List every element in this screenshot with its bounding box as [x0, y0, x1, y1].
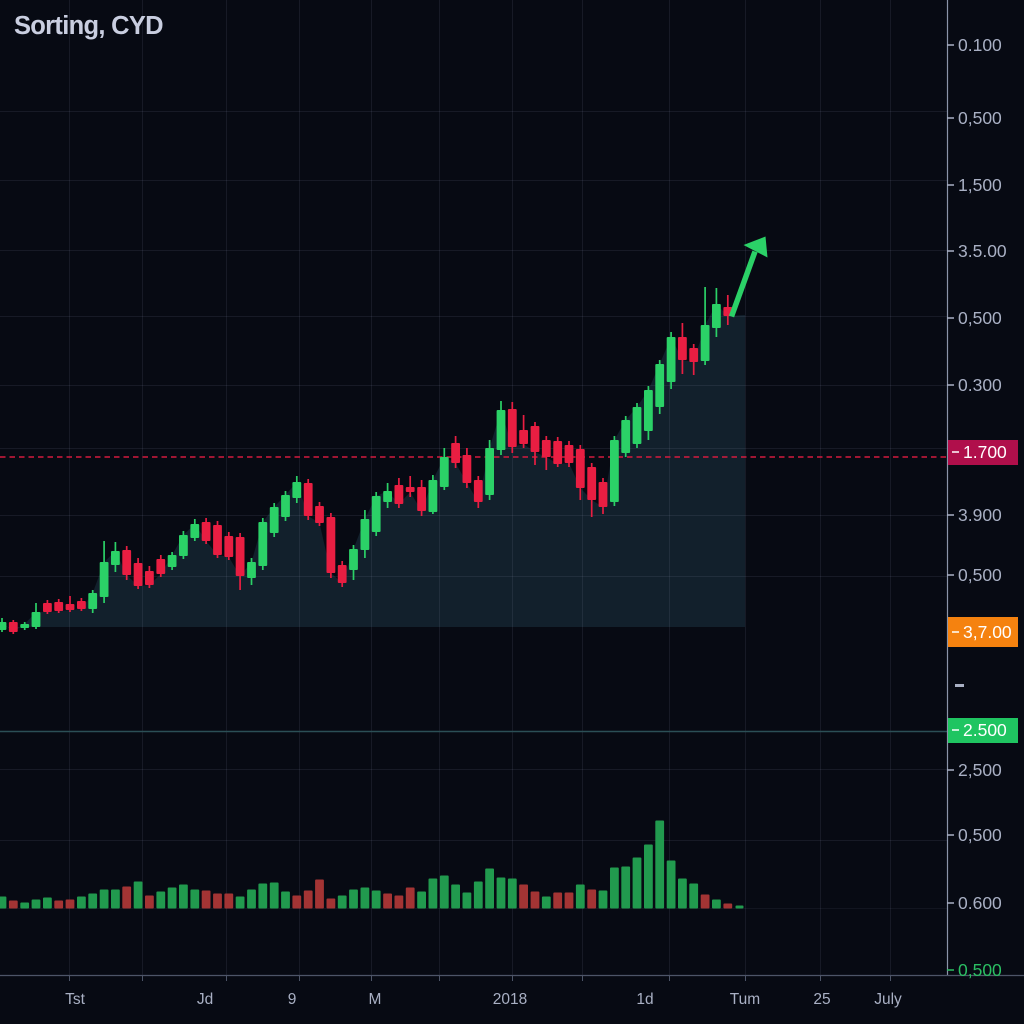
svg-text:0,500: 0,500 [958, 308, 1002, 328]
svg-text:3,7.00: 3,7.00 [963, 622, 1012, 642]
svg-text:2018: 2018 [493, 991, 527, 1008]
svg-text:Sorting, CYD: Sorting, CYD [14, 12, 163, 40]
svg-text:1,500: 1,500 [958, 175, 1002, 195]
svg-text:Jd: Jd [197, 991, 213, 1008]
svg-text:Tum: Tum [730, 991, 760, 1008]
svg-text:9: 9 [288, 991, 297, 1008]
svg-text:0,500: 0,500 [958, 565, 1002, 585]
svg-text:3.5.00: 3.5.00 [958, 241, 1007, 261]
svg-text:0,500: 0,500 [958, 108, 1002, 128]
svg-text:0,500: 0,500 [958, 960, 1002, 980]
svg-text:0,500: 0,500 [958, 825, 1002, 845]
svg-text:July: July [874, 991, 902, 1008]
svg-text:3.900: 3.900 [958, 505, 1002, 525]
svg-text:0.300: 0.300 [958, 375, 1002, 395]
svg-text:2,500: 2,500 [958, 760, 1002, 780]
svg-text:Tst: Tst [65, 991, 86, 1008]
svg-text:1.700: 1.700 [963, 442, 1007, 462]
svg-text:M: M [369, 991, 382, 1008]
svg-text:0.600: 0.600 [958, 893, 1002, 913]
svg-text:1d: 1d [636, 991, 653, 1008]
svg-text:2.500: 2.500 [963, 720, 1007, 740]
svg-text:0.100: 0.100 [958, 35, 1002, 55]
svg-text:25: 25 [813, 991, 830, 1008]
